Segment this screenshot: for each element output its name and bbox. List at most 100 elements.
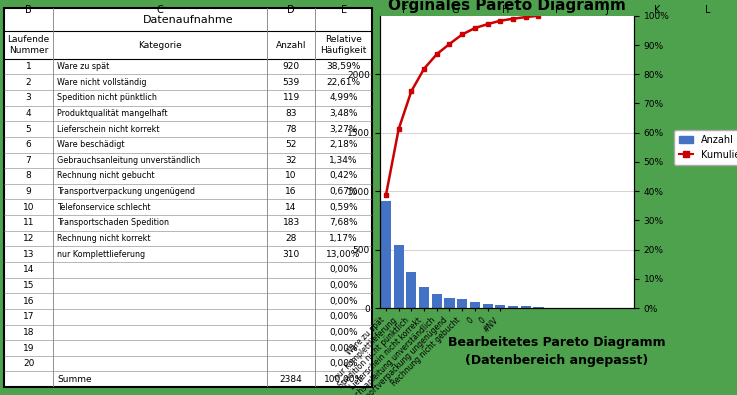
Text: 8: 8 — [26, 171, 32, 181]
Text: Spedition nicht pünktlich: Spedition nicht pünktlich — [57, 93, 157, 102]
Text: 18: 18 — [23, 328, 35, 337]
Text: 0,00%: 0,00% — [329, 297, 358, 306]
Text: K: K — [654, 5, 660, 15]
Text: 7,68%: 7,68% — [329, 218, 358, 228]
Text: 10: 10 — [285, 171, 297, 181]
Bar — [483, 305, 493, 308]
Text: 14: 14 — [285, 203, 297, 212]
Text: 0,67%: 0,67% — [329, 187, 358, 196]
Text: L: L — [705, 5, 710, 15]
Text: 1,34%: 1,34% — [329, 156, 358, 165]
Text: 11: 11 — [23, 218, 35, 228]
Text: E: E — [340, 5, 346, 15]
Text: 0,00%: 0,00% — [329, 328, 358, 337]
Text: 9: 9 — [26, 187, 32, 196]
Text: 13: 13 — [23, 250, 35, 259]
Text: 14: 14 — [23, 265, 34, 274]
Text: 119: 119 — [282, 93, 300, 102]
Text: C: C — [157, 5, 164, 15]
Text: Ware beschädigt: Ware beschädigt — [57, 140, 125, 149]
Text: Transportverpackung ungenügend: Transportverpackung ungenügend — [57, 187, 195, 196]
Text: D: D — [287, 5, 295, 15]
Text: Laufende
Nummer: Laufende Nummer — [7, 36, 49, 55]
Text: Ware nicht vollständig: Ware nicht vollständig — [57, 78, 147, 87]
Text: Produktqualität mangelhaft: Produktqualität mangelhaft — [57, 109, 167, 118]
Text: 0,00%: 0,00% — [329, 312, 358, 321]
Bar — [520, 307, 531, 308]
Text: 3,27%: 3,27% — [329, 124, 358, 134]
Text: 19: 19 — [23, 344, 35, 352]
Bar — [419, 287, 429, 308]
Text: 310: 310 — [282, 250, 300, 259]
Text: 10: 10 — [23, 203, 35, 212]
Text: 13,00%: 13,00% — [326, 250, 361, 259]
Text: 38,59%: 38,59% — [326, 62, 361, 71]
Text: 1: 1 — [26, 62, 32, 71]
Text: 0,00%: 0,00% — [329, 281, 358, 290]
Text: 0,00%: 0,00% — [329, 344, 358, 352]
Bar — [495, 305, 506, 308]
Bar — [406, 272, 416, 308]
Text: Relative
Häufigkeit: Relative Häufigkeit — [321, 36, 367, 55]
Text: Lieferschein nicht korrekt: Lieferschein nicht korrekt — [57, 124, 160, 134]
Text: 78: 78 — [285, 124, 297, 134]
Text: 6: 6 — [26, 140, 32, 149]
Bar — [469, 302, 480, 308]
Text: G: G — [452, 5, 459, 15]
Text: Summe: Summe — [57, 375, 91, 384]
Text: 12: 12 — [23, 234, 34, 243]
Text: Ware zu spät: Ware zu spät — [57, 62, 109, 71]
Text: Bearbeitetes Pareto Diagramm
(Datenbereich angepasst): Bearbeitetes Pareto Diagramm (Datenberei… — [447, 336, 666, 367]
Text: F: F — [402, 5, 408, 15]
Text: 3: 3 — [26, 93, 32, 102]
Text: 920: 920 — [282, 62, 300, 71]
Text: Rechnung nicht gebucht: Rechnung nicht gebucht — [57, 171, 155, 181]
Bar — [457, 299, 467, 308]
Text: B: B — [25, 5, 32, 15]
Text: 2: 2 — [26, 78, 32, 87]
Text: 16: 16 — [23, 297, 35, 306]
Text: 15: 15 — [23, 281, 35, 290]
Text: 83: 83 — [285, 109, 297, 118]
Bar — [381, 201, 391, 308]
Text: 2384: 2384 — [280, 375, 302, 384]
Title: Orginales Pareto Diagramm: Orginales Pareto Diagramm — [388, 0, 626, 13]
Text: 5: 5 — [26, 124, 32, 134]
Text: 100,00%: 100,00% — [324, 375, 363, 384]
Text: Transportschaden Spedition: Transportschaden Spedition — [57, 218, 169, 228]
Bar — [444, 298, 455, 308]
Bar — [432, 294, 442, 308]
Text: 4,99%: 4,99% — [329, 93, 358, 102]
Legend: Anzahl, Kumulierte Häufigkeit: Anzahl, Kumulierte Häufigkeit — [674, 130, 737, 165]
Text: 3,48%: 3,48% — [329, 109, 358, 118]
Text: J: J — [606, 5, 609, 15]
Text: 52: 52 — [285, 140, 297, 149]
Text: 16: 16 — [285, 187, 297, 196]
Text: I: I — [555, 5, 558, 15]
Text: Kategorie: Kategorie — [139, 41, 182, 49]
Bar — [534, 307, 544, 308]
Text: 0,00%: 0,00% — [329, 265, 358, 274]
Text: H: H — [502, 5, 509, 15]
Text: Anzahl: Anzahl — [276, 41, 307, 49]
Text: 32: 32 — [285, 156, 297, 165]
Text: 0,42%: 0,42% — [329, 171, 358, 181]
Text: 17: 17 — [23, 312, 35, 321]
Text: 2,18%: 2,18% — [329, 140, 358, 149]
Text: 0,00%: 0,00% — [329, 359, 358, 368]
Bar — [394, 245, 404, 308]
Text: 1,17%: 1,17% — [329, 234, 358, 243]
Text: 0,59%: 0,59% — [329, 203, 358, 212]
Text: Rechnung nicht korrekt: Rechnung nicht korrekt — [57, 234, 150, 243]
Text: Gebrauchsanleitung unverständlich: Gebrauchsanleitung unverständlich — [57, 156, 200, 165]
Text: Telefonservice schlecht: Telefonservice schlecht — [57, 203, 150, 212]
Text: 4: 4 — [26, 109, 32, 118]
Text: 22,61%: 22,61% — [326, 78, 360, 87]
Text: 539: 539 — [282, 78, 300, 87]
Text: 183: 183 — [282, 218, 300, 228]
Text: 7: 7 — [26, 156, 32, 165]
Text: 20: 20 — [23, 359, 34, 368]
Bar — [508, 306, 518, 308]
Text: Datenaufnahme: Datenaufnahme — [143, 15, 233, 24]
Text: 28: 28 — [285, 234, 297, 243]
